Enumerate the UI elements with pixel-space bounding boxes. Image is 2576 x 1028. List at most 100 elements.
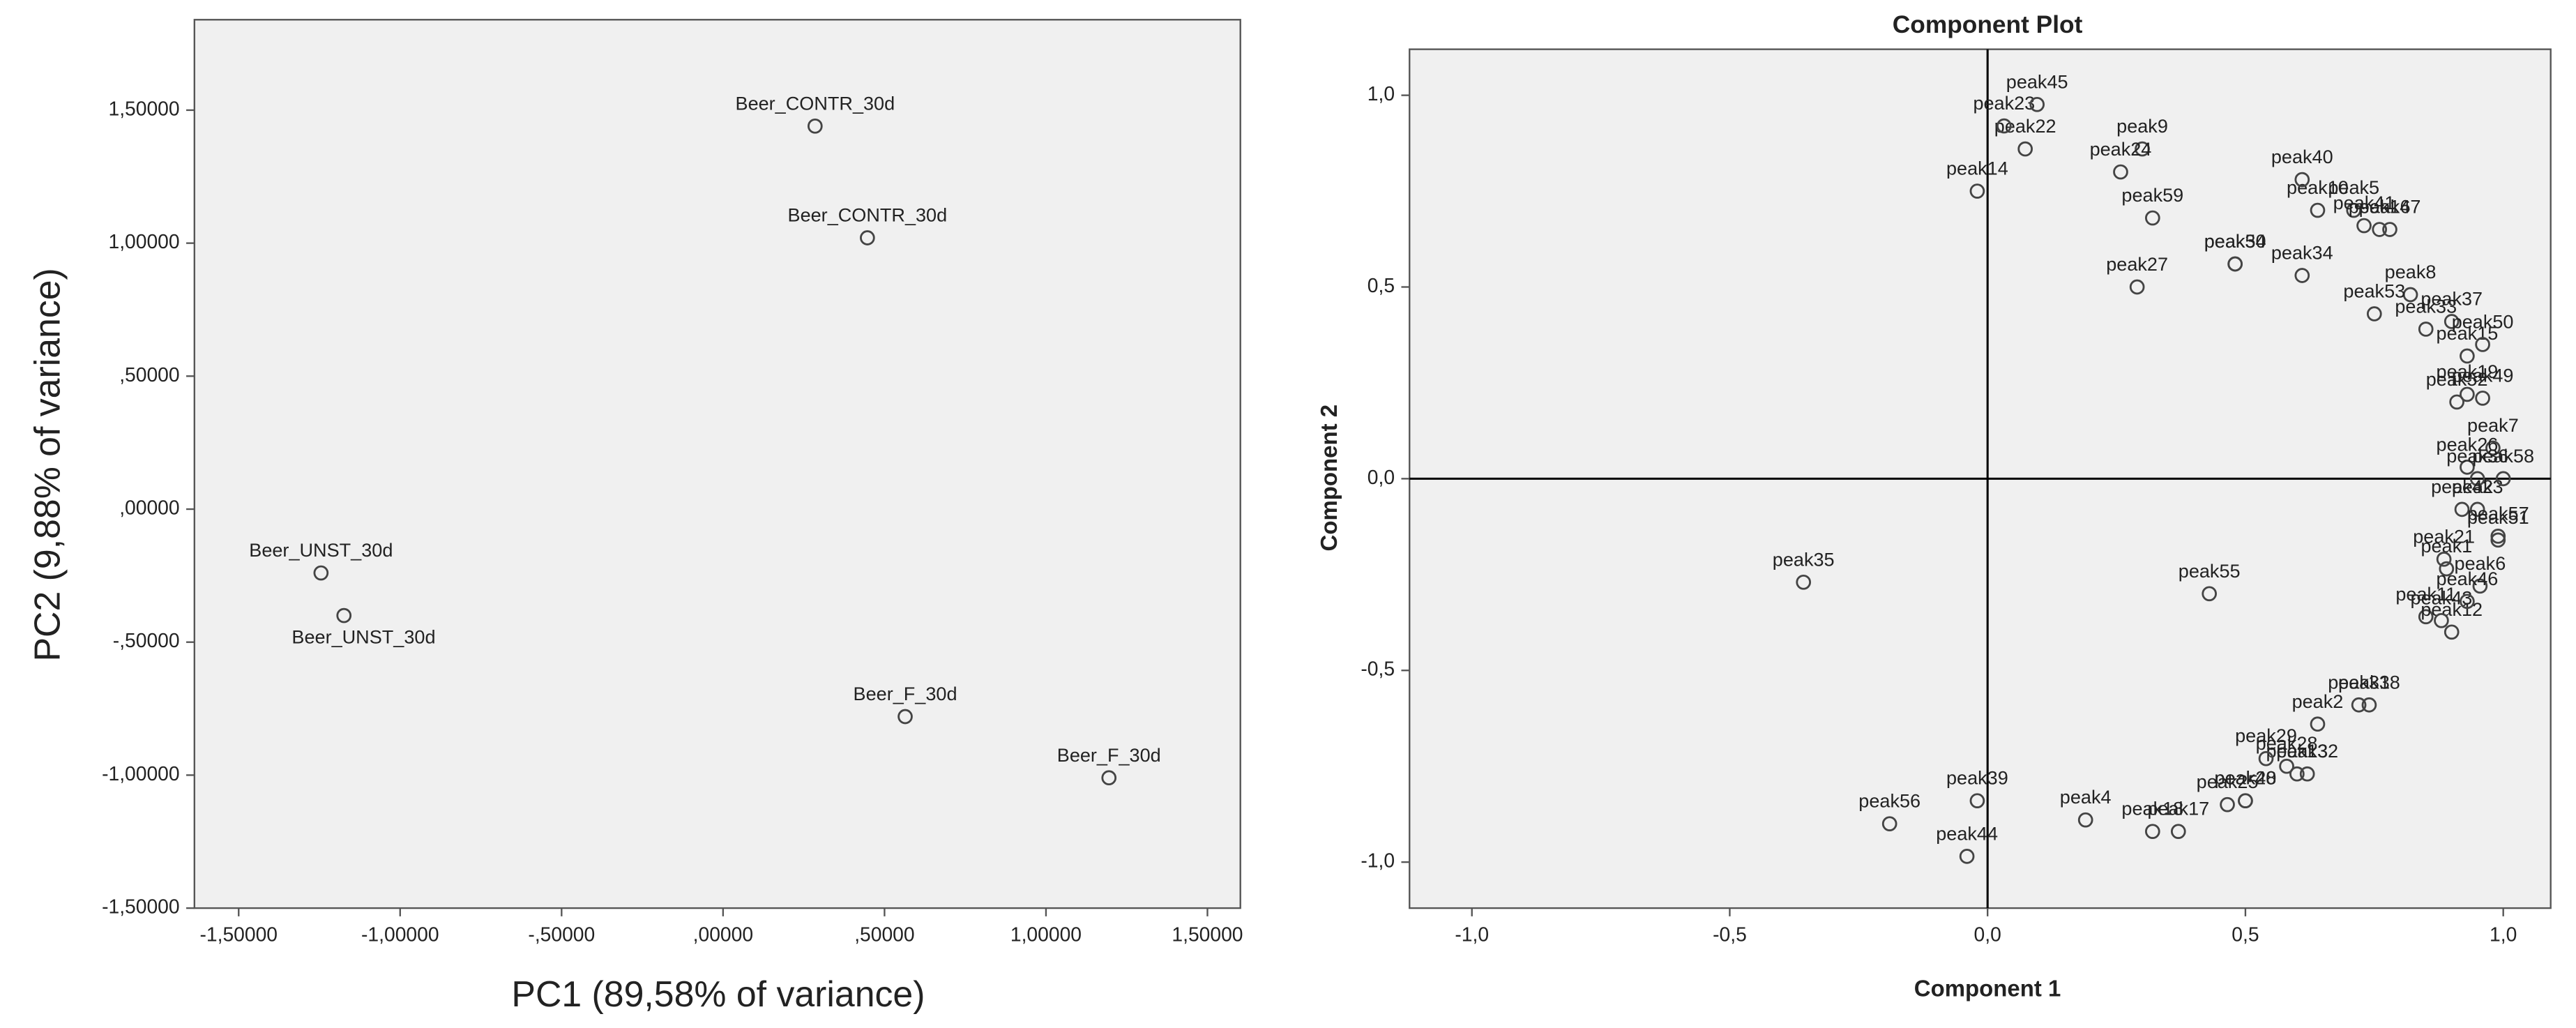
point-label: peak52 — [2426, 368, 2488, 390]
point-label: peak19 — [2437, 361, 2499, 382]
point-label: peak53 — [2343, 280, 2405, 302]
point — [313, 565, 329, 581]
point-label: peak51 — [2467, 506, 2529, 528]
y-tick-label: ,00000 — [119, 496, 179, 518]
x-tick-label: ,50000 — [854, 923, 914, 946]
point-label: peak5 — [2328, 176, 2379, 198]
point — [2029, 96, 2045, 112]
point-label: peak25 — [2197, 771, 2259, 792]
point-label: peak24 — [2090, 138, 2152, 160]
point — [2460, 460, 2475, 475]
y-tick-label: 0,0 — [1367, 466, 1395, 488]
point — [2454, 501, 2470, 517]
point — [2418, 322, 2434, 337]
point-label: peak41 — [2333, 192, 2395, 213]
point — [2495, 471, 2511, 487]
point-label: peak13 — [2266, 740, 2328, 762]
point-label: peak56 — [1858, 790, 1920, 812]
point-label: peak17 — [2147, 798, 2209, 819]
point-label: peak20 — [2215, 767, 2277, 789]
point — [1959, 849, 1975, 864]
point-label: peak58 — [2472, 445, 2534, 467]
x-tick-label: 1,50000 — [1172, 923, 1243, 946]
chart-title: Component Plot — [1893, 11, 2083, 38]
point — [2356, 218, 2372, 234]
point — [2475, 391, 2490, 406]
point-label: peak50 — [2452, 311, 2514, 333]
point — [2145, 210, 2160, 226]
y-tick-label: ,50000 — [119, 363, 179, 386]
point-label: peak8 — [2385, 261, 2437, 282]
point — [336, 607, 352, 623]
point-label: peak18 — [2121, 798, 2183, 819]
point — [2346, 202, 2362, 218]
point — [2418, 609, 2434, 625]
point — [2439, 561, 2455, 577]
y-tick-label: -1,50000 — [102, 895, 180, 918]
point — [1881, 816, 1897, 831]
point — [2279, 758, 2294, 774]
point-label: peak34 — [2271, 242, 2333, 264]
point — [2436, 551, 2452, 567]
y-tick-label: -,50000 — [113, 629, 180, 651]
point — [1997, 118, 2012, 134]
point — [1101, 770, 1117, 786]
point — [2258, 750, 2274, 766]
point-label: peak16 — [2349, 196, 2411, 218]
point — [2129, 279, 2145, 295]
point-label: peak29 — [2235, 725, 2297, 746]
x-tick-label: -1,50000 — [199, 923, 278, 946]
point — [2490, 529, 2506, 544]
x-tick-label: ,00000 — [693, 923, 753, 946]
y-tick-label: -0,5 — [1361, 658, 1395, 680]
point — [2289, 766, 2305, 782]
y-axis-label: Component 2 — [1316, 405, 1342, 552]
point — [2113, 164, 2128, 180]
point — [2238, 793, 2253, 809]
point-label: peak4 — [2060, 786, 2112, 808]
point-label: peak46 — [2437, 568, 2499, 589]
point — [2361, 697, 2377, 713]
point-label: peak37 — [2420, 288, 2483, 310]
point — [1969, 183, 1985, 199]
point — [1969, 793, 1985, 809]
point — [2294, 172, 2310, 188]
point-label: peak54 — [2204, 230, 2266, 252]
x-tick-label: 0,0 — [1974, 923, 2001, 946]
point-label: peak27 — [2106, 253, 2168, 275]
point-label: peak40 — [2271, 146, 2333, 167]
x-tick-label: 0,5 — [2232, 923, 2259, 946]
point — [2382, 222, 2397, 237]
point-label: peak36 — [2446, 445, 2508, 467]
point — [2145, 824, 2160, 839]
point — [2372, 222, 2388, 237]
point-label: peak28 — [2256, 732, 2318, 754]
y-tick-label: 1,00000 — [108, 230, 179, 252]
point — [2310, 716, 2326, 732]
point — [2202, 586, 2218, 602]
point — [2472, 578, 2488, 594]
x-tick-label: 1,0 — [2490, 923, 2517, 946]
point — [2077, 812, 2093, 828]
point-label: peak59 — [2121, 184, 2183, 206]
point-label: peak49 — [2452, 364, 2514, 386]
point — [2490, 532, 2506, 548]
point-label: peak57 — [2467, 502, 2529, 524]
point-label: peak35 — [1773, 548, 1835, 570]
y-tick-label: -1,00000 — [102, 762, 180, 785]
y-tick-label: 0,5 — [1367, 274, 1395, 296]
point — [2460, 594, 2475, 610]
point — [2351, 697, 2367, 713]
point — [2227, 256, 2243, 272]
point — [2444, 624, 2460, 640]
x-tick-label: -,50000 — [528, 923, 595, 946]
point-label: Beer_CONTR_30d — [788, 204, 948, 226]
y-tick-label: 1,0 — [1367, 82, 1395, 105]
plot-area — [193, 19, 1241, 909]
point-label: peak55 — [2179, 560, 2241, 582]
y-axis-label: PC2 (9,88% of variance) — [26, 268, 67, 661]
point-label: peak33 — [2395, 296, 2457, 317]
point-label: peak7 — [2467, 414, 2519, 436]
point-label: peak10 — [2287, 176, 2349, 198]
